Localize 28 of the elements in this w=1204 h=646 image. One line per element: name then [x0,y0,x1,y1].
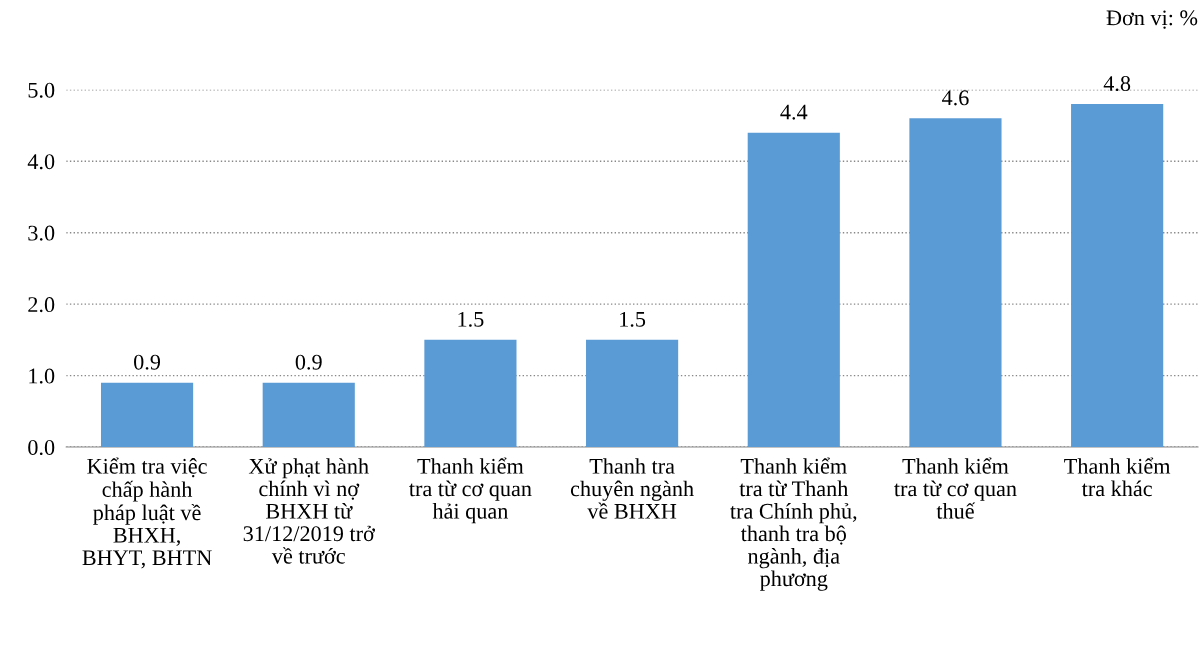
bar [747,132,840,448]
x-tick-label: Thanh kiểm tra khác [1064,457,1171,497]
bar [262,382,355,448]
bar [909,118,1002,448]
data-label: 4.4 [780,104,808,120]
y-tick-label: 1.0 [29,368,55,384]
data-label: 1.5 [620,311,646,327]
bar [100,382,194,448]
x-tick-label: Thanh kiểm tra từ cơ quan thuế [894,457,1017,519]
y-tick-label: 5.0 [28,82,55,98]
y-tick-label: 4.0 [27,154,55,170]
bar [424,339,517,448]
x-tick-label: Thanh kiểm tra từ cơ quan hải quan [409,457,532,524]
data-label: 0.9 [134,354,161,370]
x-tick-label: Kiểm tra việc chấp hành pháp luật về BHXH, BHYT, BHTN [82,457,212,569]
y-tick-label: 3.0 [28,225,55,241]
data-label: 4.8 [1103,76,1131,92]
text: Đơn vị: % [1106,10,1198,29]
y-tick-label: 0.0 [28,439,55,456]
y-tick-label: 2.0 [28,297,55,313]
bar [1071,104,1164,448]
x-tick-label: Xử phạt hành chính vì nợ BHXH từ 31/12/2019 trở về trước [243,458,376,564]
data-label: 1.5 [458,311,484,327]
bar [586,339,679,448]
x-tick-label: Thanh tra chuyên ngành về BHXH [570,458,694,519]
data-label: 4.6 [942,90,969,106]
data-label: 0.9 [295,354,322,370]
x-tick-label: Thanh kiểm tra từ Thanh tra Chính phủ, thanh tra bộ ngành, địa phương [730,457,857,591]
